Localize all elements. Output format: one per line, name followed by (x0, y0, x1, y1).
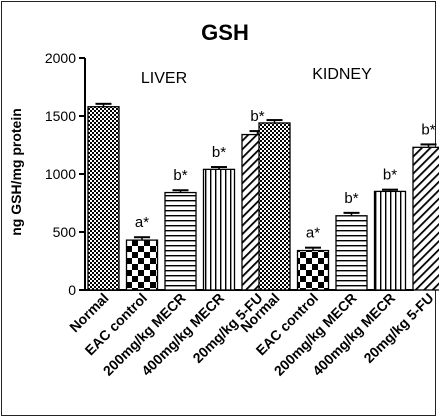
group-label-liver: LIVER (141, 70, 187, 87)
bar-liver-3 (202, 168, 236, 291)
bar-liver-2 (164, 191, 197, 291)
significance-label: a* (306, 225, 320, 242)
significance-label: a* (135, 214, 149, 231)
significance-label: b* (212, 144, 226, 161)
bar-kidney-4 (412, 146, 439, 291)
chart-title: GSH (201, 20, 249, 45)
significance-label: b* (421, 121, 435, 138)
bars: a* b* b* b* a* b* b* b* (87, 102, 439, 291)
bar-kidney-3 (373, 190, 407, 291)
bar-kidney-1 (296, 249, 330, 291)
y-axis-label: ng GSH/mg protein (8, 108, 24, 236)
y-axis-ticks: 0 500 1000 1500 2000 (45, 50, 85, 298)
group-label-kidney: KIDNEY (312, 66, 372, 83)
significance-label: b* (344, 190, 358, 207)
significance-label: b* (173, 167, 187, 184)
bar-kidney-2 (335, 215, 368, 291)
bar-kidney-0 (258, 122, 291, 291)
significance-label: b* (383, 167, 397, 184)
y-tick-label: 1500 (45, 108, 76, 124)
significance-label: b* (250, 108, 264, 125)
y-tick-label: 500 (53, 224, 77, 240)
y-tick-label: 2000 (45, 50, 76, 66)
bar-liver-0 (87, 106, 120, 291)
y-tick-label: 0 (68, 282, 76, 298)
bar-liver-1 (125, 239, 159, 291)
x-tick-label: 20mg/kg 5-FU (360, 290, 436, 366)
y-tick-label: 1000 (45, 166, 76, 182)
